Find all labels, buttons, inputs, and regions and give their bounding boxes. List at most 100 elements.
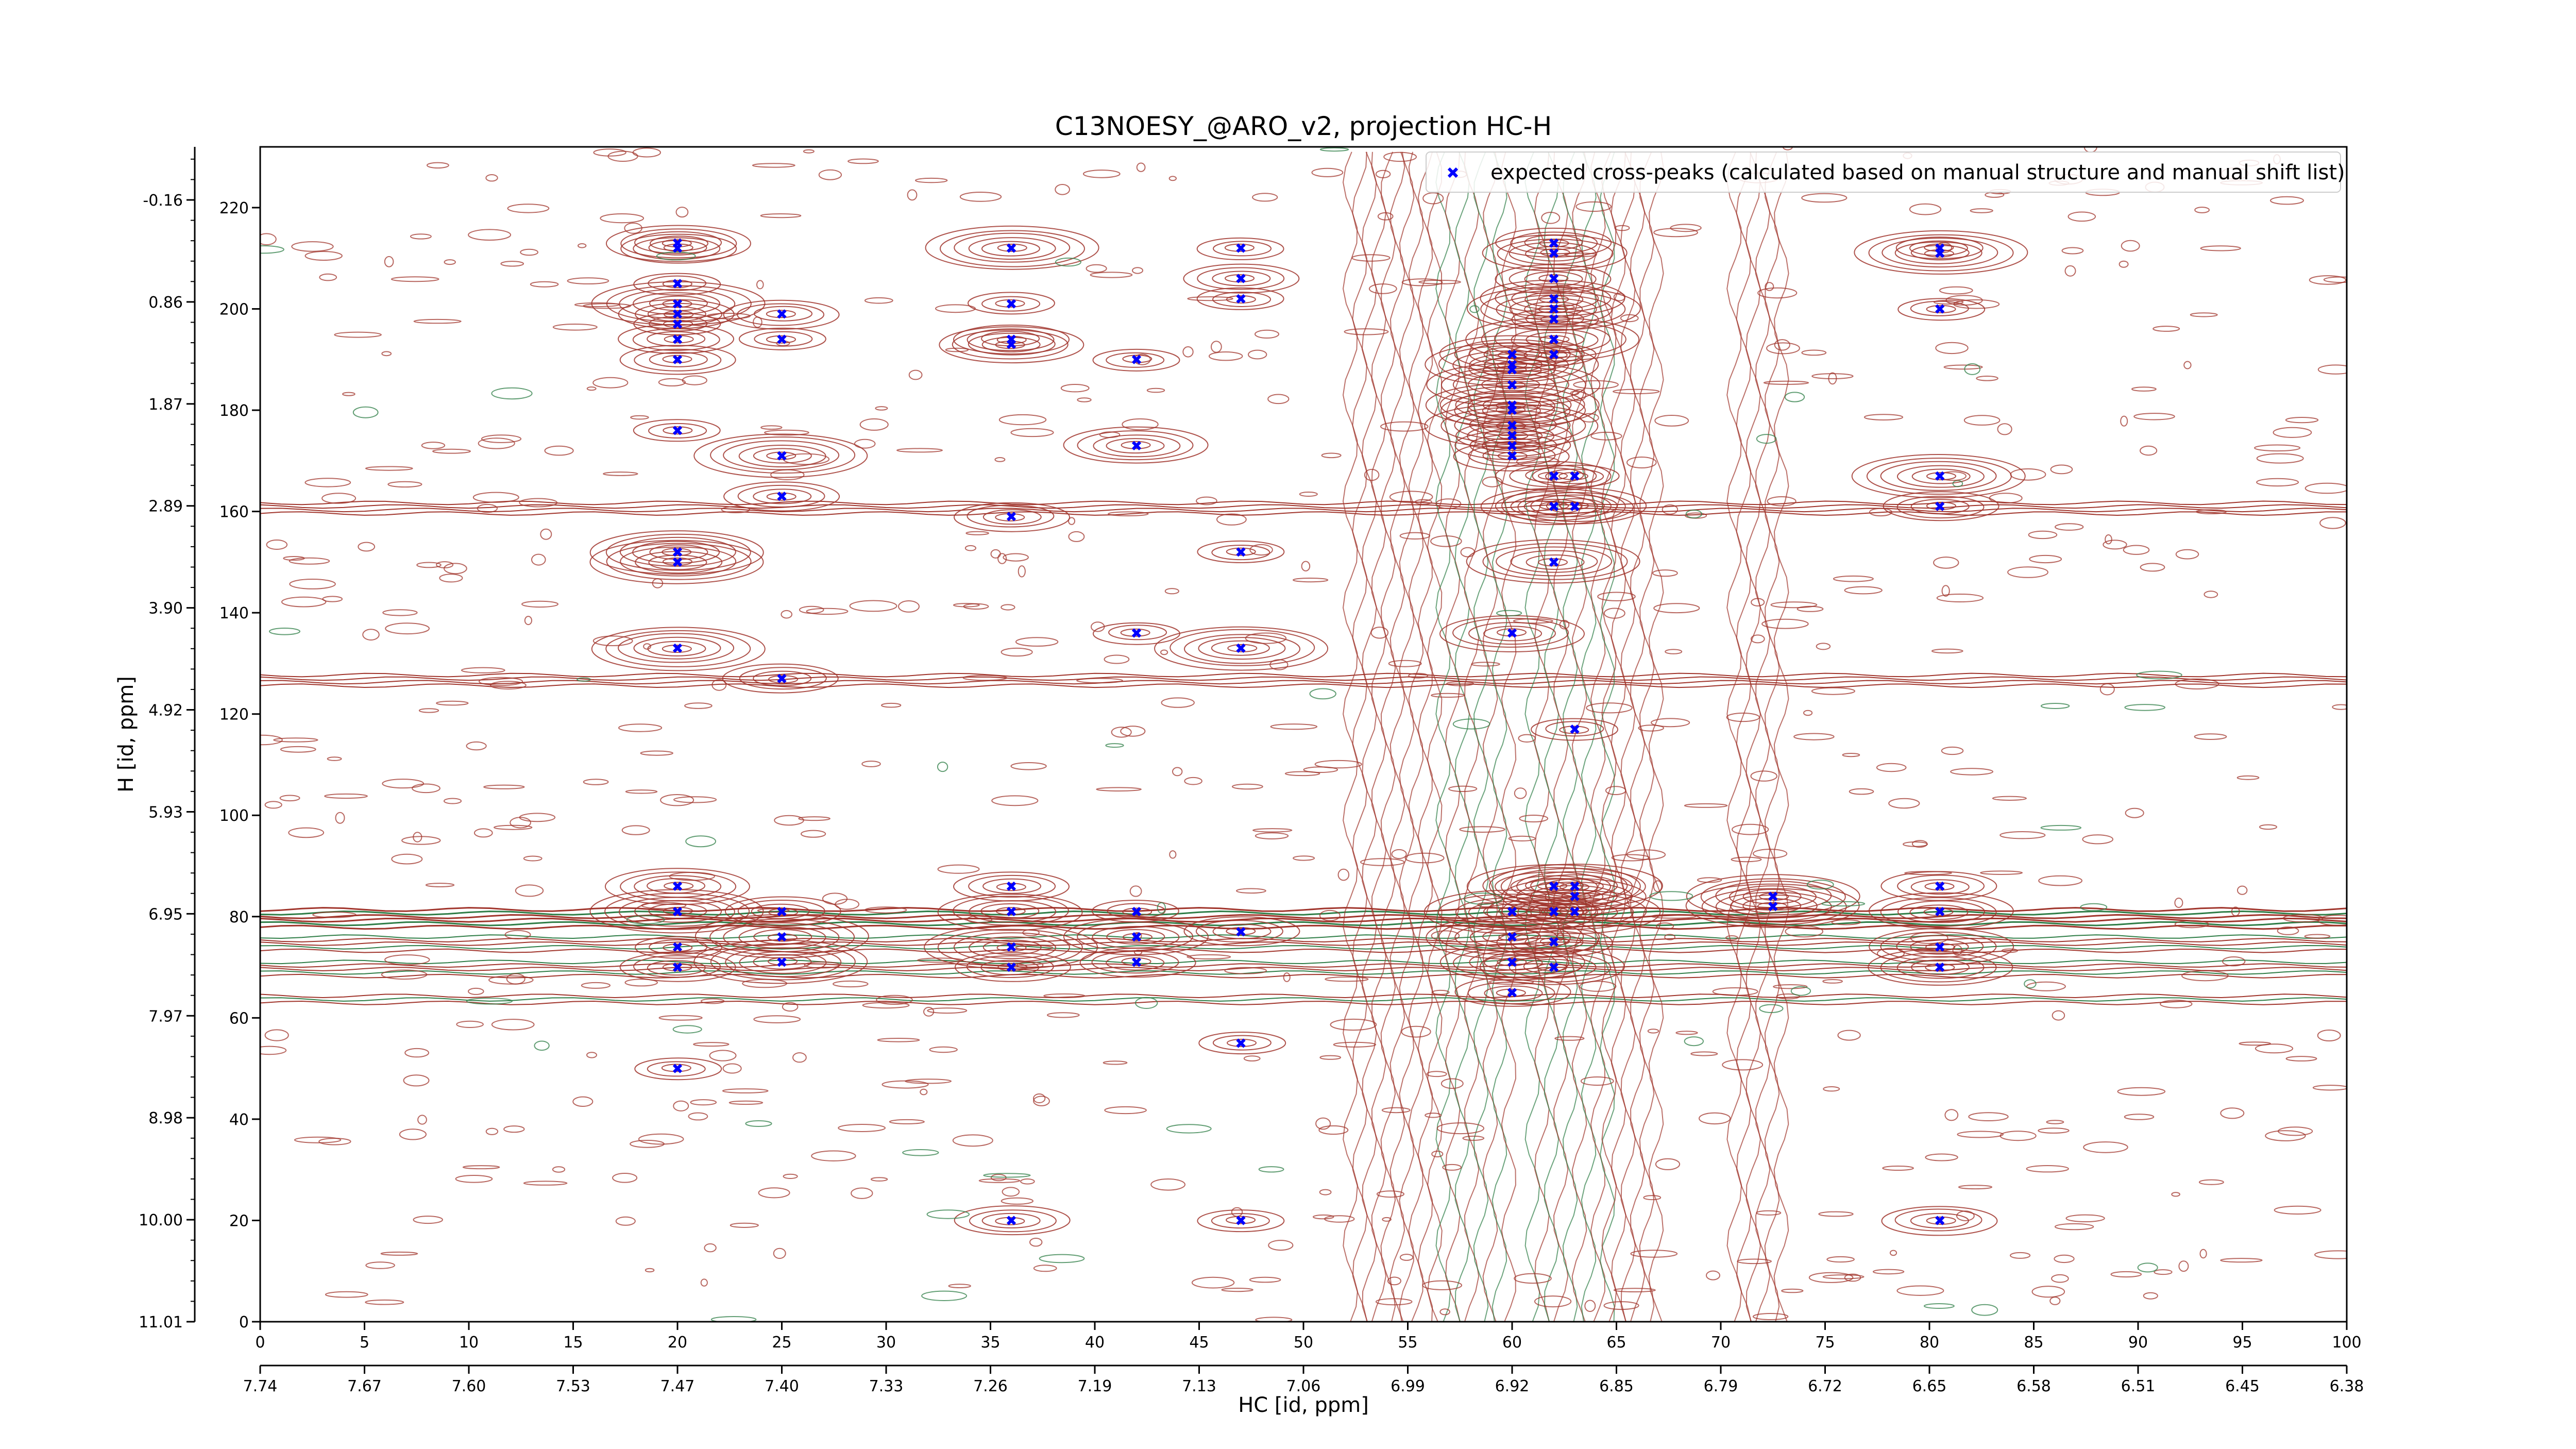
x-index-tick-label: 65 (1606, 1334, 1626, 1352)
y-index-tick-label: 0 (239, 1313, 249, 1332)
contour-noise (1422, 1280, 1463, 1290)
contour-noise (643, 643, 651, 650)
contour-peak-ring (1925, 963, 1955, 972)
legend-label: expected cross-peaks (calculated based o… (1490, 161, 2345, 184)
contour-noise (1586, 702, 1633, 714)
contour-ridge (260, 959, 2347, 965)
contour-noise (519, 498, 558, 508)
contour-noise (1033, 1096, 1050, 1106)
contour-noise (1767, 496, 1797, 507)
contour-noise (638, 1133, 684, 1145)
contour-noise (2038, 1127, 2070, 1134)
contour-noise (2198, 1179, 2224, 1185)
contour-noise (1103, 1060, 1128, 1065)
contour-noise (2175, 678, 2219, 690)
contour-noise (432, 448, 471, 454)
contour-noise (583, 303, 631, 309)
contour-noise (1252, 193, 1278, 202)
contour-noise (774, 815, 804, 826)
contour-noise (1318, 1125, 1349, 1135)
contour-noise (1001, 604, 1015, 611)
contour-noise (1248, 349, 1267, 360)
contour-noise (700, 1278, 708, 1287)
contour-peak-ring (939, 326, 1084, 364)
contour-noise (592, 635, 633, 646)
contour-peak-ring (1063, 918, 1209, 955)
contour-noise (1611, 854, 1650, 862)
contour-noise (783, 1173, 798, 1179)
contour-noise (1712, 987, 1758, 996)
contour-noise (1221, 1288, 1253, 1292)
contour-streak (1454, 151, 1470, 1322)
contour-noise (2319, 517, 2346, 529)
contour-peak-ring (737, 303, 825, 326)
contour-noise (477, 503, 498, 513)
contour-noise (385, 622, 430, 635)
contour-noise (760, 425, 783, 430)
x-index-tick-label: 70 (1711, 1334, 1731, 1352)
contour-peak-ring (634, 348, 722, 372)
contour-noise (2055, 523, 2084, 531)
contour-noise (1603, 608, 1625, 619)
contour-noise (1513, 618, 1553, 624)
cross-peak-marker (1507, 988, 1517, 998)
contour-peak-ring (1438, 894, 1584, 931)
contour-noise (1806, 880, 1834, 890)
contour-noise (2200, 245, 2241, 251)
contour-noise (621, 825, 650, 835)
contour-noise (859, 418, 889, 431)
cross-peak-marker (1131, 441, 1142, 450)
contour-ridge (260, 938, 2347, 942)
contour-noise (2317, 364, 2347, 375)
contour-peak-ring (1211, 640, 1270, 656)
contour-noise (1743, 921, 1751, 926)
contour-noise (1293, 855, 1315, 861)
contour-peak-ring (753, 488, 812, 504)
contour-peak-ring (1484, 985, 1543, 1001)
contour-noise (811, 1150, 856, 1161)
contour-peak-ring (754, 306, 813, 322)
contour-noise (1753, 849, 1788, 859)
contour-noise (625, 789, 658, 794)
contour-noise (381, 351, 392, 357)
contour-noise (1043, 993, 1086, 999)
contour-noise (926, 1209, 970, 1219)
contour-peak-ring (980, 903, 1040, 919)
cross-peak-marker (1549, 937, 1559, 947)
contour-noise (304, 251, 343, 261)
contour-noise (2282, 914, 2324, 923)
cross-peak-marker (1236, 1216, 1246, 1225)
contour-noise (1046, 1012, 1080, 1018)
contour-ridge (260, 910, 2347, 916)
contour-noise (1763, 380, 1809, 385)
contour-peak-ring (1212, 1035, 1272, 1051)
contour-peak-ring (1106, 955, 1165, 971)
contour-peak-ring (1910, 879, 1970, 895)
contour-noise (485, 1127, 499, 1135)
contour-peak-ring (1426, 915, 1600, 960)
contour-noise (2001, 948, 2018, 953)
contour-noise (2204, 591, 2218, 598)
contour-noise (792, 1052, 807, 1063)
contour-peak-ring (634, 1057, 722, 1081)
contour-noise (1909, 203, 1942, 215)
x-ppm-tick-label: 6.85 (1599, 1377, 1634, 1395)
y-ppm-tick-label: 5.93 (148, 803, 183, 821)
contour-noise (1837, 1030, 1861, 1041)
contour-peak-ring (954, 232, 1071, 263)
contour-noise (478, 677, 523, 686)
cross-peak-marker (1549, 294, 1559, 304)
contour-peak-ring (1093, 434, 1181, 458)
contour-peak-ring (663, 319, 693, 328)
contour-noise (782, 1002, 799, 1012)
contour-ridge (260, 914, 2347, 919)
contour-noise (2105, 534, 2112, 545)
x-index-tick-label: 25 (772, 1334, 791, 1352)
contour-noise (1630, 1250, 1678, 1258)
contour-noise (404, 1048, 429, 1058)
contour-noise (2049, 1296, 2061, 1305)
contour-peak-ring (1122, 907, 1153, 916)
contour-peak-ring (710, 943, 856, 981)
contour-peak-ring (954, 952, 1071, 982)
contour-noise (641, 902, 687, 909)
